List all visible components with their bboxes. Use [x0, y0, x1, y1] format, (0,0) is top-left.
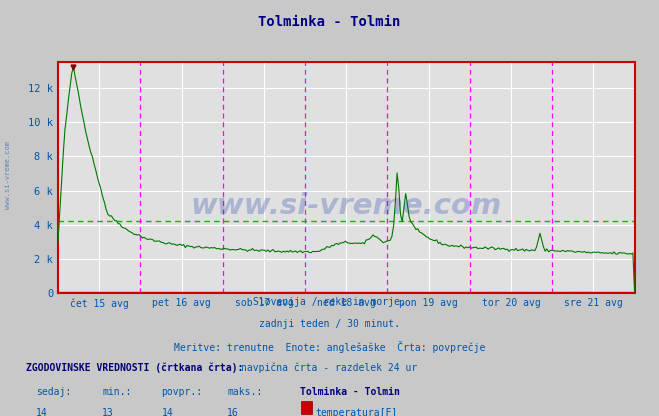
- Text: 14: 14: [161, 408, 173, 416]
- Text: www.si-vreme.com: www.si-vreme.com: [5, 141, 11, 209]
- Text: 16: 16: [227, 408, 239, 416]
- Text: povpr.:: povpr.:: [161, 387, 202, 397]
- Text: zadnji teden / 30 minut.: zadnji teden / 30 minut.: [259, 319, 400, 329]
- Text: Slovenija / reke in morje.: Slovenija / reke in morje.: [253, 297, 406, 307]
- Text: sedaj:: sedaj:: [36, 387, 71, 397]
- Text: Meritve: trenutne  Enote: anglešaške  Črta: povprečje: Meritve: trenutne Enote: anglešaške Črta…: [174, 341, 485, 353]
- Text: www.si-vreme.com: www.si-vreme.com: [190, 191, 502, 220]
- Text: temperatura[F]: temperatura[F]: [315, 408, 397, 416]
- Text: 14: 14: [36, 408, 48, 416]
- Text: maks.:: maks.:: [227, 387, 262, 397]
- Text: 13: 13: [102, 408, 114, 416]
- Text: Tolminka - Tolmin: Tolminka - Tolmin: [258, 15, 401, 29]
- Text: navpična črta - razdelek 24 ur: navpična črta - razdelek 24 ur: [241, 362, 418, 373]
- Text: min.:: min.:: [102, 387, 132, 397]
- Text: ZGODOVINSKE VREDNOSTI (črtkana črta):: ZGODOVINSKE VREDNOSTI (črtkana črta):: [26, 363, 244, 373]
- Text: Tolminka - Tolmin: Tolminka - Tolmin: [300, 387, 400, 397]
